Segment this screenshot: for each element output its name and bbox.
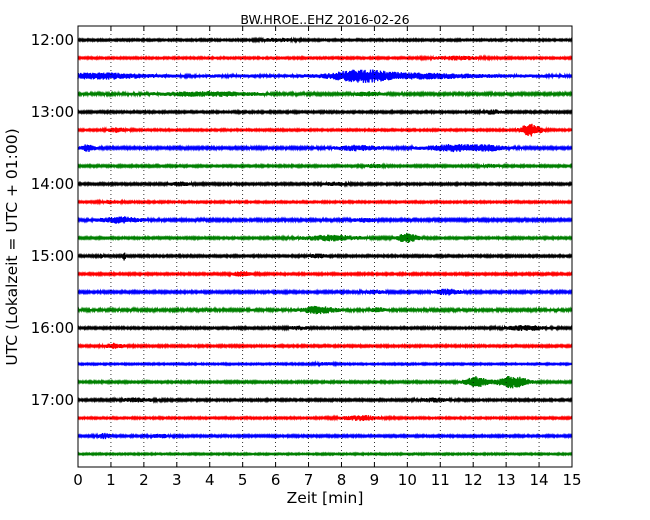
plot-frame xyxy=(77,25,573,468)
x-tick-layer: 0 1 2 3 4 5 6 7 8 9 10 11 12 13 14 15 xyxy=(73,26,582,489)
y-tick-label: 13:00 xyxy=(31,103,74,121)
trace-1645 xyxy=(77,376,573,389)
trace-1215 xyxy=(77,54,573,62)
trace-1500 xyxy=(77,252,573,261)
trace-1230 xyxy=(77,69,573,83)
x-tick-label: 11 xyxy=(431,471,450,489)
x-tick-label: 8 xyxy=(337,471,347,489)
trace-1315 xyxy=(77,123,573,137)
x-tick-label: 14 xyxy=(530,471,549,489)
trace-1745 xyxy=(77,451,573,457)
trace-1730 xyxy=(77,432,573,440)
x-tick-label: 12 xyxy=(464,471,483,489)
x-tick-label: 1 xyxy=(106,471,116,489)
trace-1700 xyxy=(77,396,573,404)
trace-1330 xyxy=(77,143,573,153)
y-tick-label: 17:00 xyxy=(31,391,74,409)
x-axis-label: Zeit [min] xyxy=(287,489,364,507)
chart-title: BW.HROE..EHZ 2016-02-26 xyxy=(240,12,409,27)
x-tick-label: 2 xyxy=(139,471,149,489)
y-tick-label: 16:00 xyxy=(31,319,74,337)
trace-1615 xyxy=(77,342,573,350)
trace-layer xyxy=(77,36,573,457)
trace-1600 xyxy=(77,324,573,332)
trace-1300 xyxy=(77,108,573,116)
x-tick-label: 15 xyxy=(562,471,581,489)
grid-layer xyxy=(110,26,540,467)
x-tick-label: 10 xyxy=(398,471,417,489)
trace-1430 xyxy=(77,216,573,224)
trace-1415 xyxy=(77,198,573,206)
y-tick-layer: 12:00 13:00 14:00 15:00 16:00 17:00 xyxy=(31,31,572,409)
trace-1245 xyxy=(77,90,573,98)
trace-1530 xyxy=(77,288,573,296)
x-tick-label: 5 xyxy=(238,471,248,489)
trace-1545 xyxy=(77,305,573,315)
trace-1445 xyxy=(77,232,573,243)
x-tick-label: 13 xyxy=(497,471,516,489)
trace-1345 xyxy=(77,162,573,170)
x-tick-label: 0 xyxy=(73,471,83,489)
trace-1515 xyxy=(77,270,573,278)
x-tick-label: 9 xyxy=(370,471,380,489)
trace-1200 xyxy=(77,36,573,44)
x-tick-label: 6 xyxy=(271,471,281,489)
trace-1400 xyxy=(77,180,573,188)
x-tick-label: 4 xyxy=(205,471,215,489)
trace-1715 xyxy=(77,414,573,422)
y-tick-label: 15:00 xyxy=(31,247,74,265)
x-tick-label: 7 xyxy=(304,471,314,489)
y-axis-label: UTC (Lokalzeit = UTC + 01:00) xyxy=(3,128,21,365)
y-tick-label: 12:00 xyxy=(31,31,74,49)
trace-1630 xyxy=(77,360,573,368)
x-tick-label: 3 xyxy=(172,471,182,489)
y-tick-label: 14:00 xyxy=(31,175,74,193)
